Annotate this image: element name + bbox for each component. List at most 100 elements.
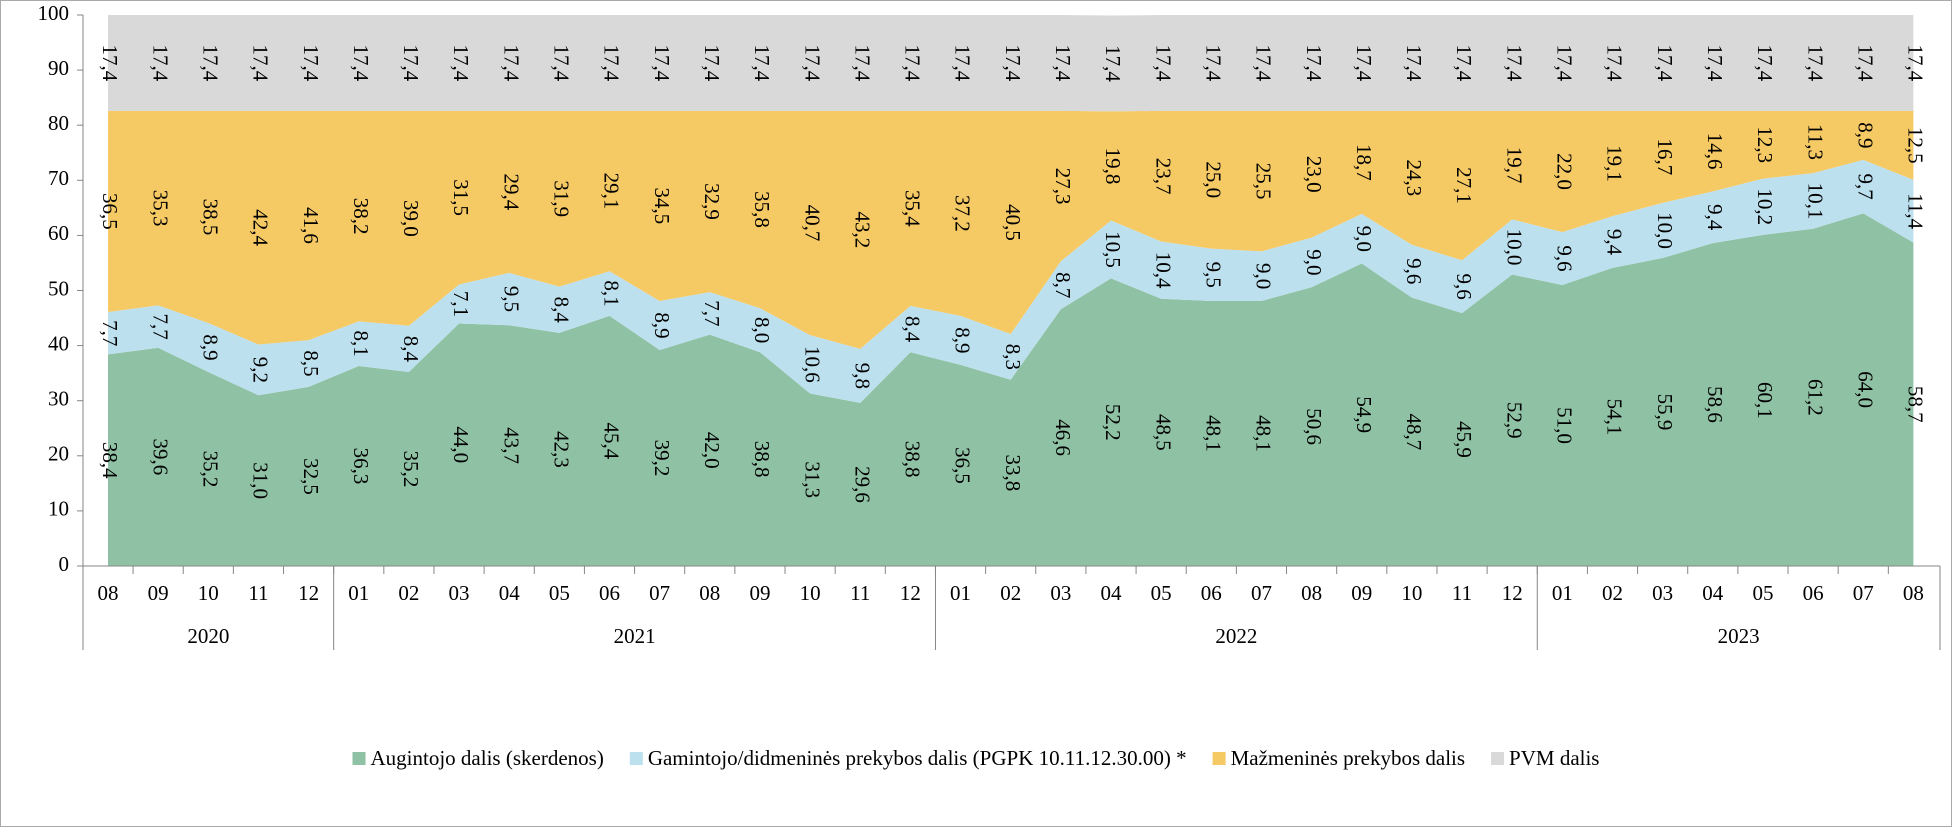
data-label: 38,5 bbox=[198, 199, 222, 236]
x-tick-label: 07 bbox=[1251, 581, 1272, 605]
y-tick-label: 100 bbox=[38, 1, 70, 25]
data-label: 17,4 bbox=[1803, 45, 1827, 82]
y-tick-label: 50 bbox=[48, 276, 69, 300]
legend-label: Augintojo dalis (skerdenos) bbox=[371, 746, 604, 770]
data-label: 17,4 bbox=[98, 45, 122, 82]
data-label: 43,7 bbox=[499, 427, 523, 464]
data-label: 27,3 bbox=[1051, 168, 1075, 205]
x-tick-label: 01 bbox=[950, 581, 971, 605]
x-group-label: 2023 bbox=[1718, 624, 1760, 648]
data-label: 17,4 bbox=[1553, 45, 1577, 82]
data-label: 17,4 bbox=[550, 45, 574, 82]
data-label: 23,7 bbox=[1151, 158, 1175, 195]
data-label: 17,4 bbox=[1201, 45, 1225, 82]
data-label: 17,4 bbox=[449, 45, 473, 82]
data-label: 29,6 bbox=[850, 466, 874, 503]
x-tick-label: 02 bbox=[398, 581, 419, 605]
data-label: 17,4 bbox=[1402, 45, 1426, 82]
data-label: 42,4 bbox=[249, 209, 273, 246]
data-label: 17,4 bbox=[1151, 45, 1175, 82]
data-label: 9,5 bbox=[1201, 262, 1225, 288]
y-tick-label: 30 bbox=[48, 387, 69, 411]
data-label: 11,3 bbox=[1803, 124, 1827, 160]
data-label: 17,4 bbox=[1603, 45, 1627, 82]
data-label: 45,4 bbox=[600, 423, 624, 460]
data-label: 41,6 bbox=[299, 207, 323, 244]
data-label: 38,2 bbox=[349, 198, 373, 235]
data-label: 10,0 bbox=[1653, 212, 1677, 249]
x-tick-label: 07 bbox=[1853, 581, 1874, 605]
x-tick-label: 09 bbox=[1351, 581, 1372, 605]
data-label: 10,5 bbox=[1101, 231, 1125, 268]
data-label: 9,5 bbox=[499, 286, 523, 312]
data-label: 25,5 bbox=[1252, 163, 1276, 200]
data-label: 9,6 bbox=[1402, 258, 1426, 284]
data-label: 17,4 bbox=[850, 45, 874, 82]
data-label: 14,6 bbox=[1703, 133, 1727, 170]
data-label: 50,6 bbox=[1302, 408, 1326, 445]
data-label: 38,8 bbox=[750, 441, 774, 478]
x-tick-label: 05 bbox=[1752, 581, 1773, 605]
data-label: 51,0 bbox=[1553, 407, 1577, 444]
data-label: 8,0 bbox=[750, 317, 774, 343]
data-label: 17,4 bbox=[1452, 45, 1476, 82]
data-label: 17,4 bbox=[1653, 45, 1677, 82]
data-label: 31,3 bbox=[800, 461, 824, 498]
data-label: 19,8 bbox=[1101, 148, 1125, 185]
data-label: 40,5 bbox=[1001, 204, 1025, 241]
data-label: 17,4 bbox=[198, 45, 222, 82]
legend-swatch bbox=[629, 752, 643, 765]
data-label: 60,1 bbox=[1753, 382, 1777, 419]
data-label: 24,3 bbox=[1402, 159, 1426, 196]
data-label: 8,9 bbox=[650, 312, 674, 338]
data-label: 8,9 bbox=[1853, 122, 1877, 148]
y-tick-label: 60 bbox=[48, 221, 69, 245]
x-tick-label: 03 bbox=[1652, 581, 1673, 605]
data-label: 44,0 bbox=[449, 426, 473, 463]
data-label: 17,4 bbox=[1051, 45, 1075, 82]
data-label: 17,4 bbox=[148, 45, 172, 82]
data-label: 8,1 bbox=[349, 331, 373, 357]
x-group-label: 2022 bbox=[1215, 624, 1257, 648]
x-tick-label: 05 bbox=[549, 581, 570, 605]
y-tick-label: 80 bbox=[48, 111, 69, 135]
data-label: 34,5 bbox=[650, 188, 674, 225]
data-label: 9,0 bbox=[1352, 226, 1376, 252]
data-label: 10,6 bbox=[800, 346, 824, 383]
x-tick-label: 09 bbox=[148, 581, 169, 605]
x-tick-label: 03 bbox=[449, 581, 470, 605]
data-label: 35,2 bbox=[198, 451, 222, 488]
data-label: 17,4 bbox=[1753, 45, 1777, 82]
legend-swatch bbox=[1212, 752, 1226, 765]
x-group-label: 2020 bbox=[187, 624, 229, 648]
data-label: 35,3 bbox=[148, 190, 172, 227]
data-label: 17,4 bbox=[700, 45, 724, 82]
data-label: 9,0 bbox=[1302, 249, 1326, 275]
data-label: 17,4 bbox=[1302, 45, 1326, 82]
data-label: 17,4 bbox=[750, 45, 774, 82]
data-label: 38,8 bbox=[901, 441, 925, 478]
legend-swatch bbox=[1491, 752, 1505, 765]
data-label: 9,6 bbox=[1553, 245, 1577, 271]
data-label: 39,2 bbox=[650, 440, 674, 477]
x-tick-label: 02 bbox=[1000, 581, 1021, 605]
data-label: 8,9 bbox=[951, 327, 975, 353]
data-label: 45,9 bbox=[1452, 421, 1476, 458]
x-tick-label: 11 bbox=[850, 581, 870, 605]
data-label: 52,9 bbox=[1502, 402, 1526, 439]
data-label: 42,3 bbox=[550, 431, 574, 468]
x-tick-label: 08 bbox=[699, 581, 720, 605]
data-label: 16,7 bbox=[1653, 139, 1677, 176]
data-label: 9,2 bbox=[249, 357, 273, 383]
x-tick-label: 08 bbox=[1903, 581, 1924, 605]
data-label: 12,3 bbox=[1753, 126, 1777, 163]
data-label: 55,9 bbox=[1653, 394, 1677, 431]
data-label: 8,1 bbox=[600, 280, 624, 306]
data-label: 37,2 bbox=[951, 195, 975, 232]
data-label: 29,1 bbox=[600, 173, 624, 210]
data-label: 38,4 bbox=[98, 442, 122, 479]
data-label: 39,0 bbox=[399, 200, 423, 237]
legend-label: Mažmeninės prekybos dalis bbox=[1231, 746, 1465, 770]
data-label: 9,6 bbox=[1452, 274, 1476, 300]
x-tick-label: 01 bbox=[1552, 581, 1573, 605]
